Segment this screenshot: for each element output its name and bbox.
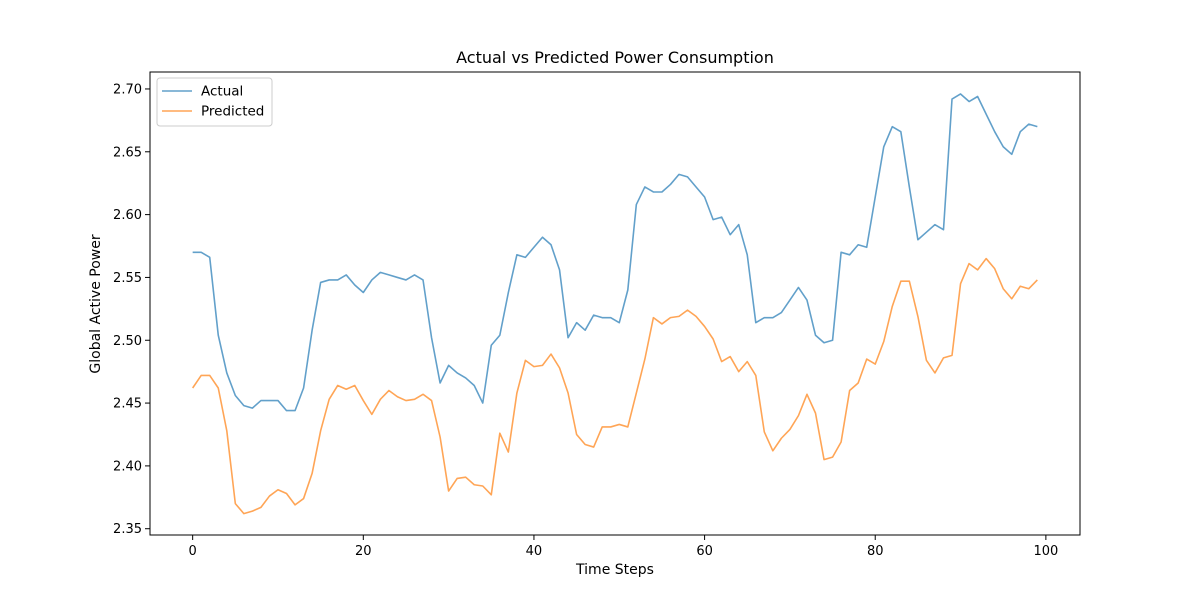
y-tick-label: 2.40 — [113, 459, 142, 474]
x-tick-label: 80 — [867, 544, 884, 559]
x-tick-label: 40 — [526, 544, 543, 559]
y-axis-label: Global Active Power — [88, 234, 104, 373]
x-tick-label: 60 — [696, 544, 713, 559]
y-axis: 2.35 2.40 2.45 2.50 2.55 2.60 2.65 2.70 — [113, 82, 150, 537]
y-tick-label: 2.65 — [113, 145, 142, 160]
x-axis-label: Time Steps — [575, 562, 654, 578]
x-tick-label: 100 — [1033, 544, 1058, 559]
x-axis: 0 20 40 60 80 100 — [189, 535, 1058, 559]
series-line-predicted — [191, 257, 1038, 515]
plot-area — [149, 71, 1081, 536]
y-tick-label: 2.50 — [113, 334, 142, 349]
chart-title: Actual vs Predicted Power Consumption — [456, 48, 774, 67]
legend-label-actual: Actual — [201, 84, 243, 100]
y-tick-label: 2.45 — [113, 397, 142, 412]
y-tick-label: 2.35 — [113, 522, 142, 537]
legend: Actual Predicted — [156, 77, 273, 127]
x-tick-label: 20 — [355, 544, 372, 559]
y-tick-label: 2.60 — [113, 208, 142, 223]
y-tick-label: 2.70 — [113, 82, 142, 97]
x-tick-label: 0 — [189, 544, 197, 559]
legend-box — [156, 77, 273, 127]
plot-frame — [149, 71, 1081, 536]
y-tick-label: 2.55 — [113, 271, 142, 286]
series-line-actual — [192, 93, 1038, 412]
legend-label-predicted: Predicted — [201, 104, 264, 120]
